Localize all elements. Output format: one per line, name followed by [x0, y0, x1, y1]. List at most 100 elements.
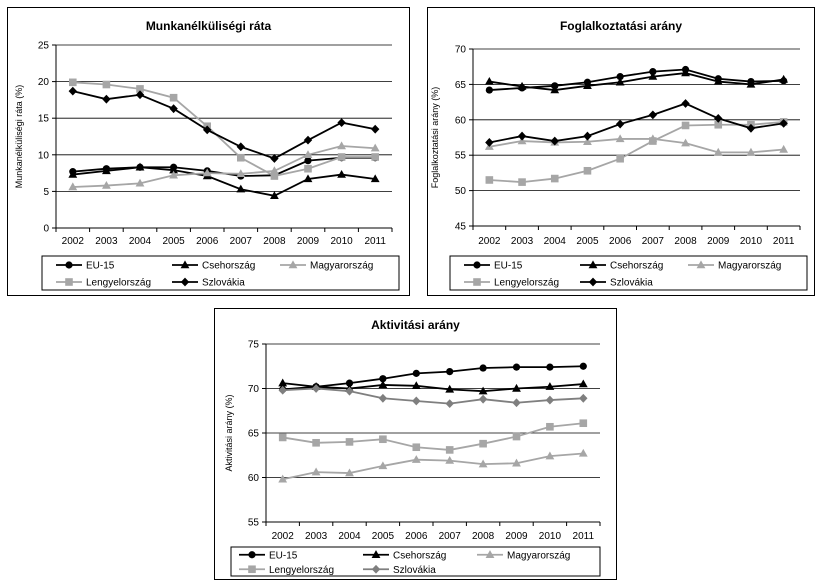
legend-marker	[588, 260, 598, 269]
data-point	[102, 180, 111, 189]
legend-item: EU-15	[464, 261, 523, 272]
data-point	[550, 174, 559, 183]
legend-marker	[288, 260, 298, 269]
x-tick-label: 2009	[297, 236, 320, 247]
y-tick-label: 70	[455, 45, 467, 56]
data-point	[713, 76, 723, 85]
legend-item: Csehország	[580, 260, 663, 272]
legend-marker	[696, 260, 706, 269]
data-point	[337, 118, 346, 127]
x-tick-label: 2003	[305, 531, 328, 542]
legend-item: Szlovákia	[580, 278, 653, 289]
x-tick-label: 2003	[511, 236, 534, 247]
data-point	[236, 142, 245, 152]
series-lengyelország	[278, 419, 588, 454]
x-tick-label: 2011	[773, 236, 795, 247]
data-point	[583, 131, 592, 141]
legend-label: Magyarország	[507, 550, 570, 561]
data-point	[649, 68, 657, 76]
series-magyarország	[278, 448, 588, 483]
legend-label: Lengyelország	[269, 565, 334, 576]
x-tick-label: 2009	[505, 531, 528, 542]
data-point	[270, 172, 279, 180]
legend-item: Csehország	[172, 260, 255, 272]
legend-marker	[248, 551, 256, 559]
x-tick-label: 2007	[642, 236, 665, 247]
data-point	[411, 455, 421, 463]
data-point	[169, 165, 178, 174]
series-csehország	[484, 68, 789, 94]
series-line	[72, 90, 376, 160]
y-axis-label: Munkanélküliségi ráta (%)	[14, 85, 24, 189]
x-tick-label: 2007	[230, 236, 253, 247]
chart-panel-unemployment: Munkanélküliségi ráta 0 5 10 15 20 25 2002 2003 2…	[7, 7, 410, 296]
data-point	[681, 138, 690, 147]
data-point	[615, 77, 625, 86]
data-point	[616, 154, 624, 163]
data-point	[746, 79, 756, 88]
series-magyarország	[68, 141, 380, 191]
data-point	[270, 166, 279, 175]
data-point	[303, 174, 313, 183]
x-tick-label: 2004	[338, 531, 361, 542]
data-point	[479, 439, 487, 448]
data-point	[278, 378, 288, 387]
data-point	[378, 461, 388, 470]
legend-marker	[371, 550, 381, 558]
data-point	[714, 113, 723, 123]
legend-label: Lengyelország	[494, 278, 559, 289]
y-axis-label: Foglalkoztatási arány (%)	[430, 87, 440, 189]
data-point	[615, 134, 625, 143]
data-point	[270, 154, 279, 163]
y-tick-label: 75	[248, 340, 260, 351]
x-tick-label: 2003	[95, 236, 118, 247]
data-point	[512, 383, 521, 392]
data-point	[550, 136, 559, 146]
legend-item: Lengyelország	[56, 278, 151, 289]
legend-box	[230, 546, 601, 577]
data-point	[203, 125, 212, 135]
x-tick-label: 2006	[609, 236, 632, 247]
legend-label: Csehország	[202, 261, 255, 272]
data-point	[278, 433, 287, 442]
legend-label: EU-15	[494, 261, 523, 272]
x-tick-label: 2010	[740, 236, 763, 247]
legend-label: Magyarország	[718, 261, 781, 272]
y-tick-label: 0	[43, 224, 49, 235]
data-point	[512, 458, 521, 467]
data-point	[485, 138, 494, 147]
data-point	[345, 468, 354, 477]
data-point	[379, 375, 387, 383]
data-point	[370, 143, 380, 152]
data-point	[714, 120, 723, 129]
data-point	[378, 380, 388, 389]
legend-item: Szlovákia	[172, 278, 245, 289]
data-point	[379, 435, 387, 444]
series-line	[72, 81, 376, 177]
data-point	[102, 80, 111, 89]
series-eu-15	[279, 362, 587, 393]
data-point	[478, 394, 488, 404]
series-line	[282, 422, 584, 451]
y-tick-label: 25	[38, 41, 50, 52]
y-tick-label: 50	[455, 186, 467, 197]
data-point	[68, 86, 77, 96]
chart-title: Munkanélküliségi ráta	[146, 19, 272, 33]
series-line	[489, 121, 784, 184]
legend-item: Magyarország	[280, 260, 373, 272]
data-point	[412, 443, 421, 452]
series-line	[489, 102, 784, 144]
data-point	[578, 379, 588, 388]
data-point	[102, 166, 111, 175]
data-point	[648, 72, 658, 80]
data-point	[578, 448, 588, 457]
series-csehország	[68, 162, 380, 199]
data-point	[169, 93, 178, 102]
legend-label: Szlovákia	[393, 565, 436, 576]
legend-label: Csehország	[393, 550, 446, 561]
data-point	[278, 474, 288, 483]
series-line	[282, 365, 584, 391]
x-tick-label: 2005	[372, 531, 395, 542]
data-point	[337, 153, 346, 161]
x-tick-label: 2008	[674, 236, 697, 247]
